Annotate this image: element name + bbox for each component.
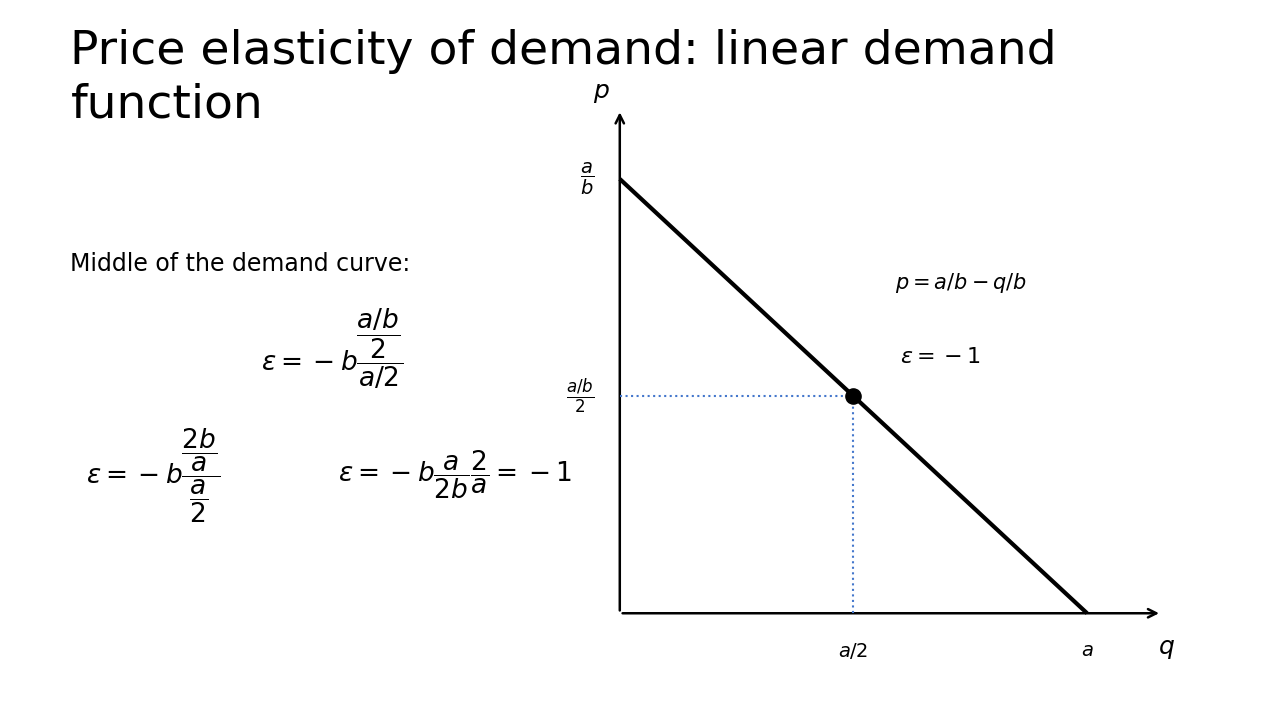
Text: $a/2$: $a/2$ (838, 642, 869, 662)
Text: $a$: $a$ (1080, 642, 1093, 660)
Text: $\varepsilon = -b\dfrac{a}{2b}\dfrac{2}{a} = -1$: $\varepsilon = -b\dfrac{a}{2b}\dfrac{2}{… (338, 449, 571, 501)
Text: Middle of the demand curve:: Middle of the demand curve: (70, 252, 411, 276)
Text: $p$: $p$ (593, 81, 609, 105)
Text: $\varepsilon = -1$: $\varepsilon = -1$ (900, 347, 980, 367)
Text: $\dfrac{a/b}{2}$: $\dfrac{a/b}{2}$ (566, 377, 594, 415)
Text: $q$: $q$ (1158, 637, 1175, 661)
Text: $p = a/b - q/b$: $p = a/b - q/b$ (895, 271, 1027, 295)
Text: $\dfrac{a}{b}$: $\dfrac{a}{b}$ (580, 161, 594, 197)
Text: $\varepsilon = -b\dfrac{\dfrac{2b}{a}}{\dfrac{a}{2}}$: $\varepsilon = -b\dfrac{\dfrac{2b}{a}}{\… (86, 426, 221, 525)
Point (844, 390, 864, 402)
Text: Price elasticity of demand: linear demand
function: Price elasticity of demand: linear deman… (70, 29, 1057, 127)
Text: $\varepsilon = -b\dfrac{\dfrac{a/b}{2}}{a/2}$: $\varepsilon = -b\dfrac{\dfrac{a/b}{2}}{… (261, 307, 404, 392)
